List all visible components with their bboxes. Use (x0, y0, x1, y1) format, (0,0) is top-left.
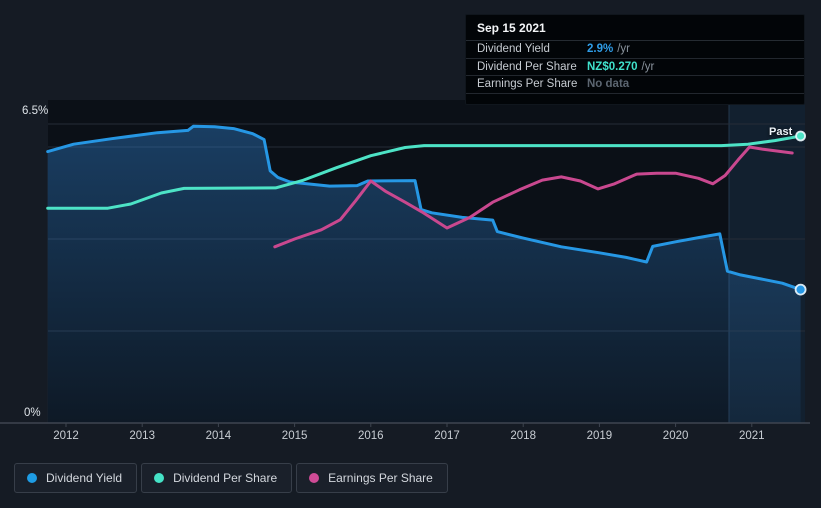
series-line-earnings-per-share[interactable] (273, 145, 794, 249)
endpoint-marker-dividend-yield[interactable] (794, 283, 807, 296)
tooltip-unit: /yr (641, 60, 655, 73)
legend-item-dividend-yield[interactable]: Dividend Yield (14, 463, 138, 493)
x-axis-label-2020: 2020 (662, 430, 689, 442)
x-axis-label-2012: 2012 (53, 430, 79, 442)
legend-item-dividend-per-share[interactable]: Dividend Per Share (141, 463, 293, 493)
x-axis-label-2015: 2015 (281, 430, 308, 442)
tooltip-value: NZ$0.270 (587, 60, 638, 73)
series-line-dividend-per-share[interactable] (46, 134, 803, 210)
tooltip-label: Dividend Yield (477, 43, 550, 56)
y-axis-min-label: 0% (24, 407, 41, 419)
tooltip-row-dividend-yield: Dividend Yield 2.9% /yr (466, 41, 804, 59)
area-fill-dividend-yield (47, 126, 801, 424)
x-axis-label-2014: 2014 (205, 430, 232, 442)
x-axis-label-2016: 2016 (358, 430, 384, 442)
series-color-dot (309, 473, 320, 483)
x-axis-label-2017: 2017 (434, 430, 460, 442)
endpoint-marker-dividend-per-share[interactable] (795, 130, 806, 142)
legend-label: Earnings Per Share (328, 471, 433, 485)
legend-label: Dividend Yield (46, 471, 123, 485)
tooltip-value: 2.9% (587, 43, 614, 56)
legend-item-earnings-per-share[interactable]: Earnings Per Share (296, 463, 448, 493)
tooltip-unit: /yr (617, 43, 630, 56)
series-color-dot (154, 473, 165, 483)
x-axis-labels: 2012 2013 2014 2015 2016 2017 2018 2019 2020 2021 (0, 430, 821, 446)
series-line-dividend-yield[interactable] (46, 124, 803, 292)
tooltip-label: Dividend Per Share (477, 60, 577, 73)
x-axis-label-2018: 2018 (510, 430, 536, 442)
dividend-history-chart[interactable] (0, 0, 821, 450)
chart-legend: Dividend Yield Dividend Per Share Earnin… (14, 463, 448, 493)
past-period-label: Past (769, 126, 793, 138)
x-axis-label-2021: 2021 (739, 430, 765, 442)
tooltip-date: Sep 15 2021 (466, 15, 804, 41)
tooltip-value: No data (587, 78, 630, 91)
tooltip-row-earnings-per-share: Earnings Per Share No data (466, 76, 804, 94)
tooltip-label: Earnings Per Share (477, 78, 578, 91)
y-axis-max-label: 6.5% (22, 105, 49, 117)
series-color-dot (27, 473, 37, 483)
x-axis-label-2013: 2013 (129, 430, 155, 442)
tooltip-row-dividend-per-share: Dividend Per Share NZ$0.270 /yr (466, 59, 804, 76)
legend-label: Dividend Per Share (173, 471, 278, 485)
x-axis-label-2019: 2019 (586, 430, 613, 442)
chart-tooltip: Sep 15 2021 Dividend Yield 2.9% /yr Divi… (465, 14, 805, 105)
